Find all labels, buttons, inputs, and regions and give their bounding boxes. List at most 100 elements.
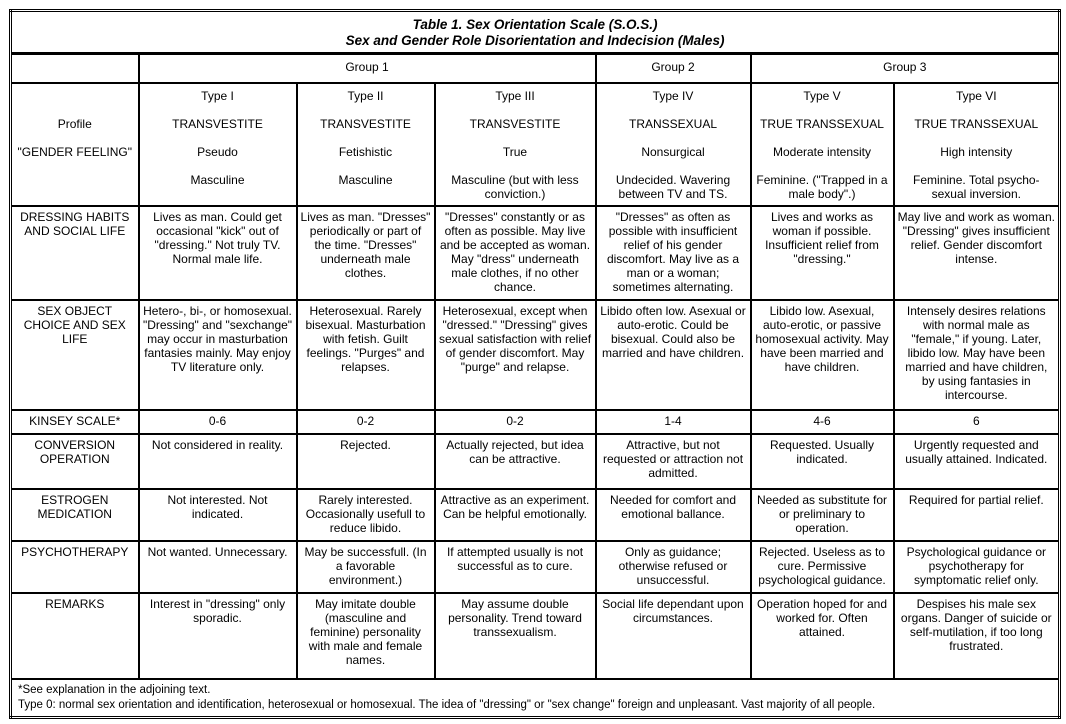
table-row: REMARKS Interest in "dressing" only spora…	[9, 592, 1061, 680]
table-cell: Not interested. Not indicated.	[137, 488, 298, 542]
table-cell: Psychological guidance or psychotherapy …	[892, 540, 1061, 594]
table-title: Table 1. Sex Orientation Scale (S.O.S.) …	[9, 9, 1061, 55]
type-profile: TRUE TRANSSEXUAL	[760, 117, 884, 131]
sex-orientation-scale-table: Table 1. Sex Orientation Scale (S.O.S.) …	[9, 9, 1062, 719]
title-row: Table 1. Sex Orientation Scale (S.O.S.) …	[9, 9, 1061, 55]
table-cell: 0-2	[433, 409, 597, 435]
type-header-cell: Type I TRANSVESTITE Pseudo Masculine	[137, 82, 298, 207]
table-cell: Urgently requested and usually attained.…	[892, 433, 1061, 490]
table-cell: Needed as substitute for or preliminary …	[749, 488, 895, 542]
table-cell: Not wanted. Unnecessary.	[137, 540, 298, 594]
table-cell: Attractive as an experiment. Can be help…	[433, 488, 597, 542]
table-row: PSYCHOTHERAPY Not wanted. Unnecessary. May…	[9, 540, 1061, 594]
table-row: CONVERSION OPERATION Not considered in re…	[9, 433, 1061, 490]
type-header-cell: Type VI TRUE TRANSSEXUAL High intensity Fem…	[892, 82, 1061, 207]
type-type: Type III	[495, 89, 535, 103]
footnote: Type 0: normal sex orientation and ident…	[18, 699, 876, 711]
table-cell: Actually rejected, but idea can be attra…	[433, 433, 597, 490]
row-label: SEX OBJECT CHOICE AND SEX LIFE	[9, 299, 140, 411]
table-cell: Needed for comfort and emotional ballanc…	[594, 488, 752, 542]
table-row: DRESSING HABITS AND SOCIAL LIFE Lives as …	[9, 205, 1061, 301]
type-feeling: Moderate intensity	[772, 145, 872, 159]
table-cell: Operation hoped for and worked for. Ofte…	[749, 592, 895, 680]
table-cell: Heterosexual, except when "dressed." "Dr…	[433, 299, 597, 411]
table-cell: May live and work as woman. "Dressing" g…	[892, 205, 1061, 301]
row-label: KINSEY SCALE*	[9, 409, 140, 435]
type-header-cell: Type III TRANSVESTITE True Masculine (but w…	[433, 82, 597, 207]
type-profile: TRANSSEXUAL	[628, 117, 718, 131]
row-label: CONVERSION OPERATION	[9, 433, 140, 490]
type-gender: Masculine	[190, 173, 245, 187]
row-label: ESTROGEN MEDICATION	[9, 488, 140, 542]
table-cell: Hetero-, bi-, or homosexual. "Dressing" …	[137, 299, 298, 411]
table-cell: 6	[892, 409, 1061, 435]
table-cell: Libido low. Asexual, auto-erotic, or pas…	[749, 299, 895, 411]
type-header-row: Profile "GENDER FEELING" Type I TRANSVEST…	[9, 82, 1061, 207]
type-feeling: Nonsurgical	[641, 145, 705, 159]
header-labels-cell: Profile "GENDER FEELING"	[9, 82, 140, 207]
type-header-cell: Type IV TRANSSEXUAL Nonsurgical Undecided. …	[594, 82, 752, 207]
type-profile: TRANSVESTITE	[320, 117, 411, 131]
table-cell: May be successfull. (In a favorable envi…	[295, 540, 436, 594]
table-row: ESTROGEN MEDICATION Not interested. Not i…	[9, 488, 1061, 542]
type-gender: Masculine	[338, 173, 393, 187]
table-cell: Required for partial relief.	[892, 488, 1061, 542]
type-type: Type IV	[652, 89, 694, 103]
type-header-cell: Type II TRANSVESTITE Fetishistic Masculine	[295, 82, 436, 207]
footnote: *See explanation in the adjoining text.	[18, 684, 211, 696]
row-label: PSYCHOTHERAPY	[9, 540, 140, 594]
header-label-type	[15, 89, 135, 103]
group-3-header: Group 3	[749, 52, 1061, 84]
table-cell: Lives as man. "Dresses" periodically or …	[295, 205, 436, 301]
table-cell: If attempted usually is not successful a…	[433, 540, 597, 594]
type-type: Type I	[201, 89, 234, 103]
table-cell: Rejected. Useless as to cure. Permissive…	[749, 540, 895, 594]
table-row: SEX OBJECT CHOICE AND SEX LIFE Hetero-, b…	[9, 299, 1061, 411]
table-cell: Requested. Usually indicated.	[749, 433, 895, 490]
title-line-2: Sex and Gender Role Disorientation and I…	[345, 33, 725, 48]
table-cell: May assume double personality. Trend tow…	[433, 592, 597, 680]
table-row: KINSEY SCALE* 0-6 0-2 0-2 1-4 4-6 6	[9, 409, 1061, 435]
table-cell: Rejected.	[295, 433, 436, 490]
table-cell: "Dresses" as often as possible with insu…	[594, 205, 752, 301]
table-cell: Heterosexual. Rarely bisexual. Masturbat…	[295, 299, 436, 411]
table-cell: Only as guidance; otherwise refused or u…	[594, 540, 752, 594]
group-corner-cell	[9, 52, 140, 84]
table-cell: "Dresses" constantly or as often as poss…	[433, 205, 597, 301]
type-gender: Masculine (but with less conviction.)	[451, 173, 579, 201]
header-label-gender-feeling: "GENDER FEELING"	[17, 145, 133, 159]
table-cell: Libido often low. Asexual or auto-erotic…	[594, 299, 752, 411]
row-label: REMARKS	[9, 592, 140, 680]
header-label-profile: Profile	[57, 117, 92, 131]
type-gender: Feminine. ("Trapped in a male body".)	[756, 173, 888, 201]
table-cell: Social life dependant upon circumstances…	[594, 592, 752, 680]
table-cell: Not considered in reality.	[137, 433, 298, 490]
table-cell: May imitate double (masculine and femini…	[295, 592, 436, 680]
type-feeling: Fetishistic	[338, 145, 393, 159]
type-profile: TRANSVESTITE	[172, 117, 263, 131]
table-cell: 0-6	[137, 409, 298, 435]
table-cell: 1-4	[594, 409, 752, 435]
type-feeling: True	[502, 145, 528, 159]
type-gender: Feminine. Total psycho-sexual inversion.	[913, 173, 1040, 201]
table-cell: 0-2	[295, 409, 436, 435]
table-cell: Rarely interested. Occasionally usefull …	[295, 488, 436, 542]
footnotes-cell: *See explanation in the adjoining text. T…	[9, 678, 1061, 719]
table-cell: Despises his male sex organs. Danger of …	[892, 592, 1061, 680]
type-feeling: High intensity	[940, 145, 1013, 159]
table-cell: Attractive, but not requested or attract…	[594, 433, 752, 490]
type-profile: TRUE TRANSSEXUAL	[914, 117, 1039, 131]
type-header-cell: Type V TRUE TRANSSEXUAL Moderate intensity…	[749, 82, 895, 207]
group-1-header: Group 1	[137, 52, 597, 84]
type-gender: Undecided. Wavering between TV and TS.	[615, 173, 731, 201]
table-cell: Lives and works as woman if possible. In…	[749, 205, 895, 301]
title-line-1: Table 1. Sex Orientation Scale (S.O.S.)	[412, 17, 658, 32]
type-type: Type V	[803, 89, 841, 103]
group-row: Group 1 Group 2 Group 3	[9, 52, 1061, 84]
table-cell: 4-6	[749, 409, 895, 435]
type-type: Type VI	[955, 89, 997, 103]
table-cell: Interest in "dressing" only sporadic.	[137, 592, 298, 680]
row-label: DRESSING HABITS AND SOCIAL LIFE	[9, 205, 140, 301]
type-type: Type II	[347, 89, 384, 103]
table-cell: Lives as man. Could get occasional "kick…	[137, 205, 298, 301]
